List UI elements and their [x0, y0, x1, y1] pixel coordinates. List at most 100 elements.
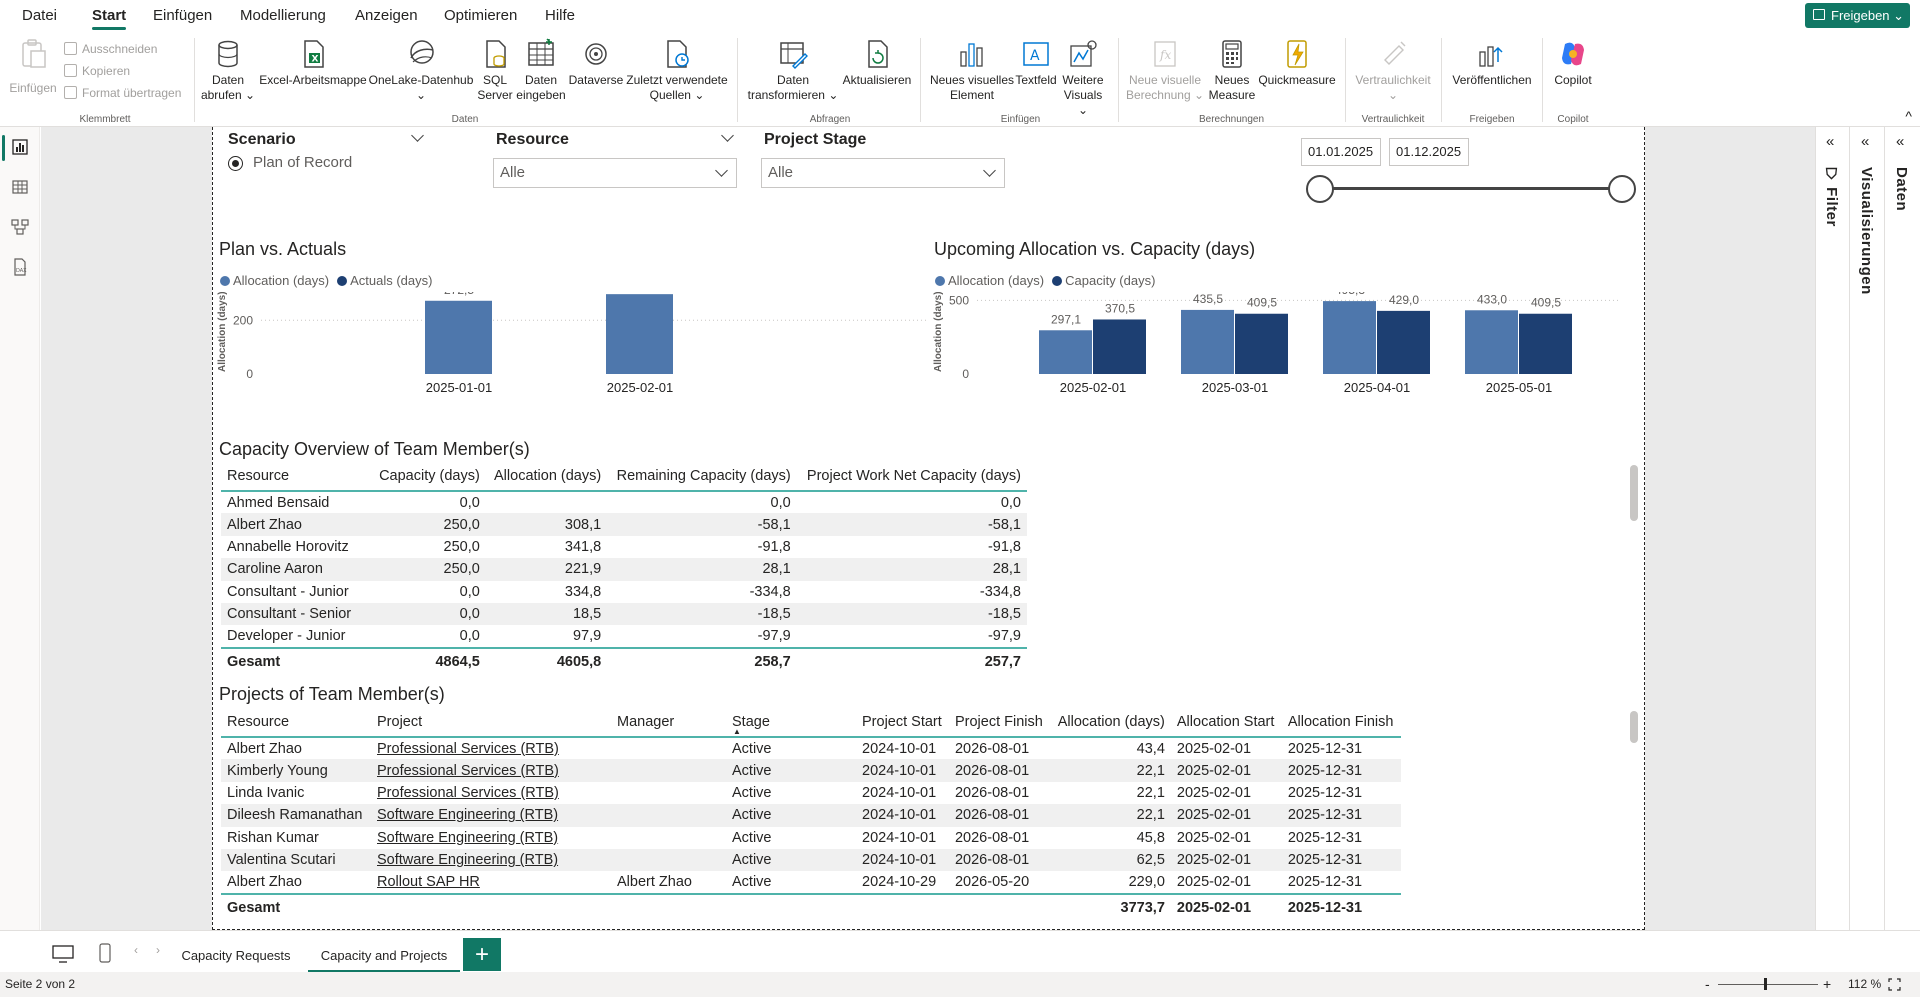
column-header[interactable]: Allocation (days): [494, 467, 602, 484]
column-header[interactable]: Capacity (days): [379, 467, 480, 484]
get-data-button[interactable]: Daten abrufen ⌄: [200, 38, 256, 103]
bar[interactable]: [1465, 310, 1518, 374]
menu-anzeigen[interactable]: Anzeigen: [355, 7, 418, 24]
model-view-icon[interactable]: [10, 217, 30, 237]
radio-plan-of-record[interactable]: [228, 156, 243, 171]
expand-chevron-icon[interactable]: «: [1896, 133, 1905, 150]
onelake-button[interactable]: OneLake-Datenhub ⌄: [368, 38, 474, 103]
chevron-down-icon[interactable]: [721, 129, 734, 142]
bar[interactable]: [606, 294, 673, 374]
add-page-button[interactable]: +: [463, 938, 501, 971]
stage-dropdown[interactable]: Alle: [761, 158, 1005, 188]
publish-button[interactable]: Veröffentlichen: [1448, 38, 1536, 88]
column-header[interactable]: Project Work Net Capacity (days): [806, 467, 1021, 484]
excel-button[interactable]: X Excel-Arbeitsmappe: [258, 38, 368, 88]
resource-dropdown[interactable]: Alle: [493, 158, 737, 188]
table-row[interactable]: Caroline Aaron 250,0 221,9 28,1 28,1: [221, 558, 1027, 581]
table-row[interactable]: Albert Zhao Rollout SAP HR Albert Zhao Acti…: [221, 871, 1401, 893]
tab-capacity-and-projects[interactable]: Capacity and Projects: [308, 938, 460, 973]
column-header[interactable]: Allocation Finish: [1287, 713, 1394, 730]
table-row[interactable]: Developer - Junior 0,0 97,9 -97,9 -97,9: [221, 625, 1027, 647]
sql-server-button[interactable]: SQL Server: [474, 38, 516, 103]
share-button[interactable]: Freigeben ⌄: [1805, 3, 1910, 28]
expand-chevron-icon[interactable]: «: [1861, 133, 1870, 150]
new-measure-button[interactable]: Neues Measure: [1208, 38, 1256, 103]
dax-query-view-icon[interactable]: DAX: [10, 257, 30, 277]
prev-page-icon[interactable]: ‹: [134, 943, 138, 957]
sensitivity-button[interactable]: Vertraulichkeit ⌄: [1352, 38, 1434, 103]
textbox-button[interactable]: A Textfeld: [1015, 38, 1057, 88]
column-header[interactable]: Resource: [227, 713, 290, 730]
column-header[interactable]: Project: [377, 713, 423, 730]
column-header[interactable]: Allocation (days): [1057, 713, 1165, 730]
more-visuals-button[interactable]: Weitere Visuals ⌄: [1058, 38, 1108, 118]
bar[interactable]: [425, 300, 492, 374]
refresh-button[interactable]: Aktualisieren: [842, 38, 912, 88]
zoom-in-button[interactable]: +: [1823, 976, 1832, 992]
column-header[interactable]: Project Start: [862, 713, 942, 730]
legend-item[interactable]: Allocation (days): [935, 273, 1044, 288]
project-link[interactable]: Rollout SAP HR: [377, 874, 480, 891]
allocation-vs-capacity-chart[interactable]: Allocation (days)... 0 500 297,1 370,5 2025-0…: [929, 292, 1629, 407]
table-row[interactable]: Consultant - Senior 0,0 18,5 -18,5 -18,5: [221, 602, 1027, 626]
column-header[interactable]: Remaining Capacity (days): [616, 467, 791, 484]
table-row[interactable]: Linda Ivanic Professional Services (RTB) A…: [221, 782, 1401, 804]
desktop-layout-icon[interactable]: [52, 945, 74, 963]
copy-button[interactable]: Kopieren: [62, 60, 130, 82]
column-header[interactable]: Project Finish: [954, 713, 1043, 730]
table-row[interactable]: Rishan Kumar Software Engineering (RTB) Ac…: [221, 827, 1401, 849]
table-row[interactable]: Dileesh Ramanathan Software Engineering (…: [221, 804, 1401, 827]
legend-item[interactable]: Actuals (days): [337, 273, 432, 288]
menu-optimieren[interactable]: Optimieren: [444, 7, 518, 24]
column-header[interactable]: Stage ▲: [726, 707, 856, 737]
filter-pane[interactable]: « ⛉ Filter: [1816, 127, 1850, 930]
menu-hilfe[interactable]: Hilfe: [545, 7, 576, 24]
project-link[interactable]: Software Engineering (RTB): [371, 804, 611, 827]
enter-data-button[interactable]: Daten eingeben: [516, 38, 566, 103]
date-slider-end-handle[interactable]: [1608, 175, 1636, 203]
table-row[interactable]: Albert Zhao Professional Services (RTB) Ac…: [221, 735, 1401, 760]
bar[interactable]: [1323, 301, 1376, 374]
format-painter-button[interactable]: Format übertragen: [62, 82, 181, 104]
next-page-icon[interactable]: ›: [156, 943, 160, 957]
recent-sources-button[interactable]: Zuletzt verwendete Quellen ⌄: [626, 38, 728, 103]
cut-button[interactable]: Ausschneiden: [62, 38, 157, 60]
bar[interactable]: [1377, 310, 1430, 374]
table-row[interactable]: Valentina Scutari Software Engineering (R…: [221, 848, 1401, 872]
visualizations-pane[interactable]: « Visualisierungen: [1851, 127, 1885, 930]
bar[interactable]: [1093, 319, 1146, 374]
table-view-icon[interactable]: [10, 177, 30, 197]
mobile-layout-icon[interactable]: [98, 943, 112, 963]
menu-modellierung[interactable]: Modellierung: [240, 7, 326, 24]
legend-item[interactable]: Allocation (days): [220, 273, 329, 288]
menu-start[interactable]: Start: [92, 0, 127, 32]
chevron-down-icon[interactable]: [411, 129, 424, 142]
table-row[interactable]: Kimberly Young Professional Services (RTB…: [221, 759, 1401, 782]
project-link[interactable]: Professional Services (RTB): [371, 735, 611, 760]
project-link[interactable]: Professional Services (RTB): [371, 759, 611, 782]
bar[interactable]: [1519, 313, 1572, 374]
new-visual-calc-button[interactable]: fx Neue visuelle Berechnung ⌄: [1124, 38, 1206, 103]
legend-item[interactable]: Capacity (days): [1052, 273, 1155, 288]
zoom-out-button[interactable]: -: [1705, 976, 1710, 992]
report-view-icon[interactable]: [10, 137, 30, 157]
date-start-input[interactable]: 01.01.2025: [1301, 138, 1381, 166]
quick-measure-button[interactable]: Quickmeasure: [1256, 38, 1338, 88]
plan-vs-actuals-chart[interactable]: Allocation (days)... 0 200 272,5 2025-01-01 2…: [213, 292, 933, 407]
expand-chevron-icon[interactable]: «: [1826, 133, 1835, 150]
column-header[interactable]: Manager: [617, 713, 675, 730]
bar[interactable]: [1235, 313, 1288, 374]
bar[interactable]: [1039, 330, 1092, 374]
copilot-button[interactable]: Copilot: [1548, 38, 1598, 88]
capacity-table-scrollbar[interactable]: [1630, 465, 1638, 521]
table-row[interactable]: Albert Zhao 250,0 308,1 -58,1 -58,1: [221, 513, 1027, 536]
bar[interactable]: [1181, 309, 1234, 374]
menu-einfuegen[interactable]: Einfügen: [153, 7, 213, 24]
table-row[interactable]: Ahmed Bensaid 0,0 0,0 0,0: [221, 489, 1027, 514]
date-slider-start-handle[interactable]: [1306, 175, 1334, 203]
zoom-slider-handle[interactable]: [1764, 978, 1767, 990]
column-header[interactable]: Allocation Start: [1176, 713, 1275, 730]
date-end-input[interactable]: 01.12.2025: [1389, 138, 1469, 166]
menu-datei[interactable]: Datei: [22, 7, 58, 24]
collapse-ribbon-icon[interactable]: ^: [1905, 108, 1912, 124]
